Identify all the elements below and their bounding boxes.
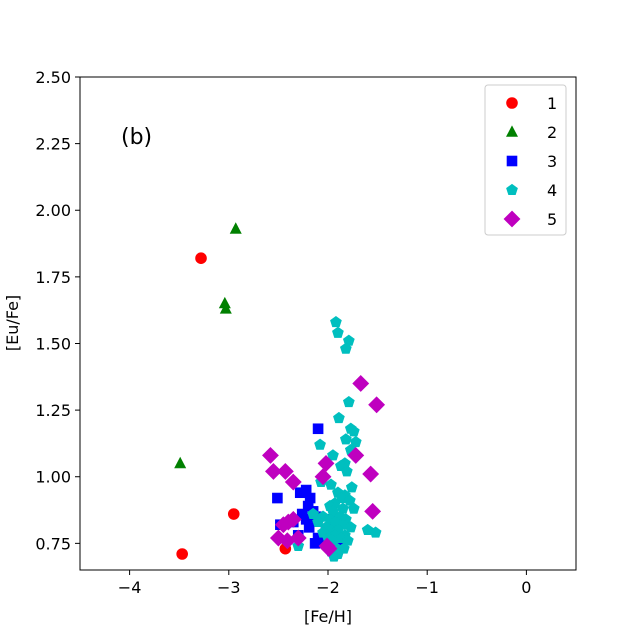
data-point [314,438,326,450]
data-point [312,423,324,435]
data-point [341,534,354,546]
y-tick-label: 0.75 [35,534,71,553]
data-point [195,252,207,265]
data-point [347,425,360,437]
data-point [347,502,360,514]
y-axis-label: [Eu/Fe] [3,295,22,351]
data-point [347,446,365,464]
legend-entries: 1 2 3 4 5 [503,94,557,229]
data-point [368,396,386,414]
legend-box [484,84,567,236]
data-point [309,538,321,549]
data-point [312,515,324,528]
data-point [333,411,345,424]
data-point [327,449,339,461]
data-point [325,478,337,490]
data-point [320,540,338,558]
legend-marker [506,97,518,109]
legend-label: 3 [547,152,557,171]
legend-label: 2 [547,123,557,142]
data-point [262,446,279,464]
legend-label: 5 [547,210,557,229]
y-tick-label: 1.25 [35,401,71,420]
y-tick-label: 1.75 [35,268,71,287]
legend-marker [506,183,518,195]
data-point [303,522,315,533]
legend-marker [506,125,518,137]
x-tick-label: −2 [316,578,340,597]
series-5 [262,375,386,558]
data-point [344,521,357,533]
data-point [342,395,355,408]
y-tick-label: 1.50 [35,334,71,353]
data-point [345,481,358,493]
y-tick-label: 2.25 [35,135,71,154]
x-tick-label: −1 [415,578,439,597]
x-tick-label: 0 [521,578,531,597]
data-point [227,508,240,520]
y-tick-label: 2.00 [35,201,71,220]
data-point [174,456,187,469]
legend-marker [503,210,521,228]
x-axis-label: [Fe/H] [304,607,352,626]
panel-annotation: (b) [121,125,152,150]
data-point [314,468,332,486]
data-point [339,342,352,354]
data-point [265,462,282,480]
data-point [276,462,294,480]
legend-marker [506,155,518,167]
data-point [332,326,344,338]
axes: −4 −3 −2 −1 0 0.75 1.00 1.25 1.50 1.75 2.00 2.25 2.5… [35,68,531,597]
y-tick-label: 1.00 [35,468,71,487]
data-point [362,465,380,483]
data-point [330,315,342,328]
x-tick-label: −3 [217,578,241,597]
data-point [272,492,283,504]
legend-label: 1 [547,94,557,113]
data-point [176,548,188,560]
data-point [352,375,370,392]
legend: 1 2 3 4 5 [484,84,567,236]
plot-area [174,222,386,562]
data-point [278,532,296,550]
data-point [340,465,353,477]
series-2 [174,222,242,469]
data-point [284,473,302,491]
data-point [349,435,362,448]
data-point [307,507,319,520]
series-4 [292,315,382,562]
data-point [229,222,242,234]
data-point [339,433,352,445]
data-point [369,526,382,538]
legend-label: 4 [547,181,557,200]
data-point [219,302,232,314]
data-point [274,516,292,534]
data-point [343,494,356,506]
data-point [364,502,382,520]
x-tick-label: −4 [118,578,142,597]
y-tick-label: 2.50 [35,68,71,87]
